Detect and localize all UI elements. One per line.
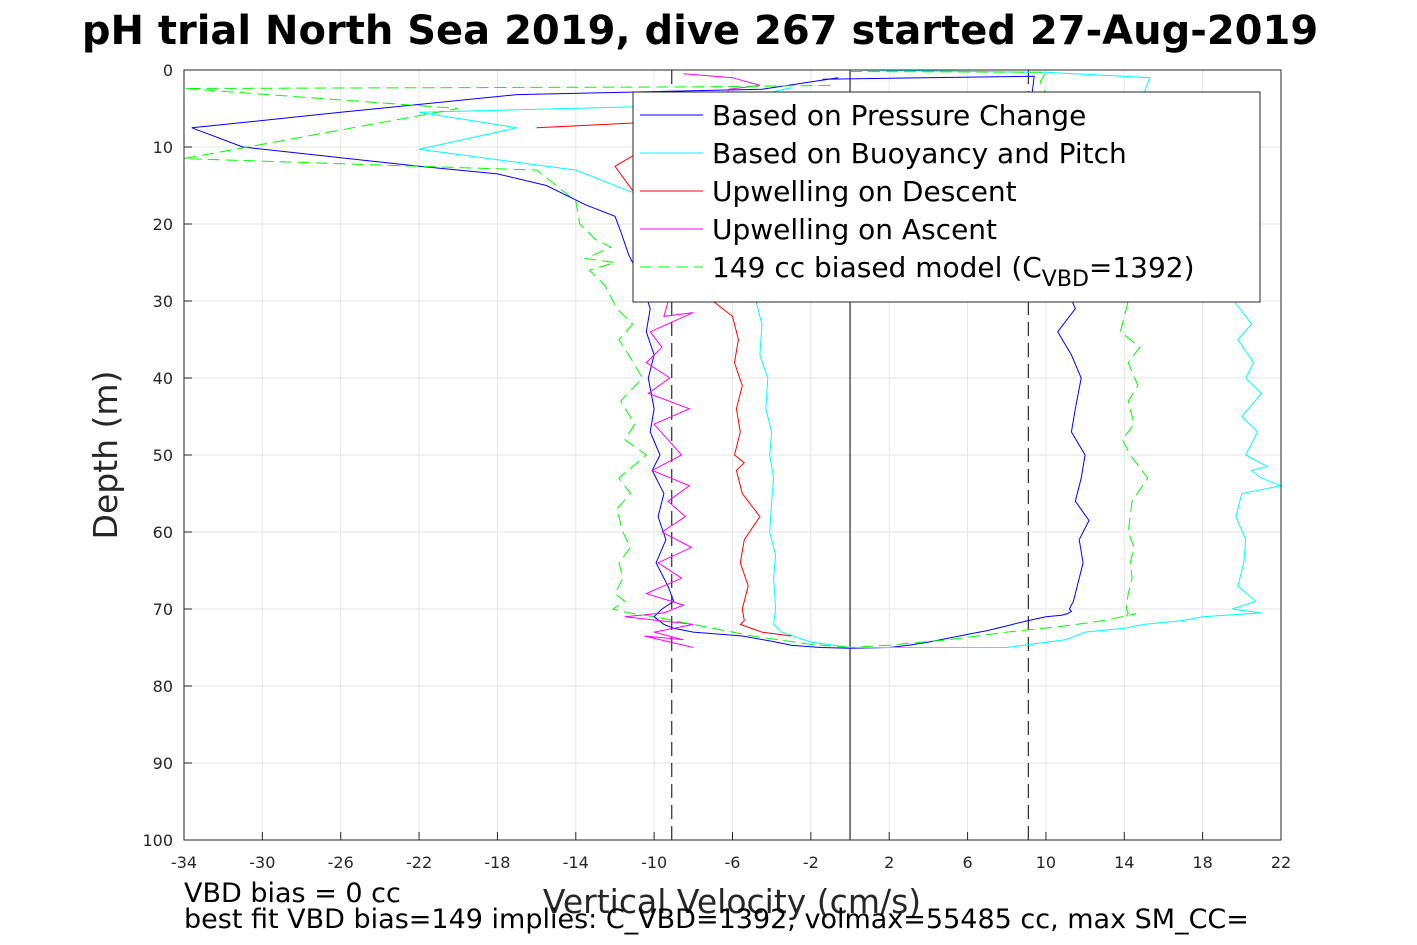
y-tick-label: 80	[153, 677, 173, 696]
legend-box	[632, 91, 1261, 303]
x-tick-label: 6	[962, 853, 972, 872]
legend-label-0: Based on Pressure Change	[712, 99, 1086, 132]
x-tick-label: 14	[1114, 853, 1134, 872]
legend-label-3: Upwelling on Ascent	[712, 213, 997, 246]
x-tick-label: 10	[1036, 853, 1056, 872]
x-tick-label: -30	[249, 853, 275, 872]
x-tick-label: 22	[1271, 853, 1291, 872]
footer-vbd-bias: VBD bias = 0 cc	[184, 878, 401, 909]
y-tick-label: 30	[153, 292, 173, 311]
series-line-0	[191, 77, 851, 649]
y-tick-label: 90	[153, 754, 173, 773]
legend-label-4: 149 cc biased model (CVBD=1392)	[712, 251, 1195, 292]
y-axis-label: Depth (m)	[86, 371, 125, 540]
x-tick-label: 18	[1192, 853, 1212, 872]
y-tick-label: 10	[153, 138, 173, 157]
legend-label-1: Based on Buoyancy and Pitch	[712, 137, 1127, 170]
y-tick-label: 20	[153, 215, 173, 234]
series-line-2	[418, 87, 851, 648]
y-tick-label: 40	[153, 369, 173, 388]
series-line-6	[183, 84, 851, 648]
x-axis-label: Vertical Velocity (cm/s)	[543, 882, 921, 921]
chart-title: pH trial North Sea 2019, dive 267 starte…	[82, 8, 1318, 54]
y-tick-label: 60	[153, 523, 173, 542]
x-tick-label: -6	[725, 853, 741, 872]
y-tick-label: 50	[153, 446, 173, 465]
y-axis-ticks: 0 10 20 30 40 50 60 70 80 90 100	[142, 61, 192, 850]
x-tick-label: -26	[328, 853, 354, 872]
series-line-4	[536, 119, 792, 637]
series-line-5	[624, 73, 761, 648]
x-tick-label: -10	[641, 853, 667, 872]
y-tick-label: 70	[153, 600, 173, 619]
x-tick-label: -2	[803, 853, 819, 872]
data-series	[183, 69, 1283, 649]
y-tick-label: 100	[142, 831, 173, 850]
x-tick-label: -22	[406, 853, 432, 872]
footer-best-fit: best fit VBD bias=149 implies: C_VBD=139…	[184, 904, 1249, 935]
x-axis-ticks: -34 -30 -26 -22 -18 -14 -10 -6 -2 2 6 10 14 18 22	[171, 832, 1291, 872]
x-tick-label: -18	[484, 853, 510, 872]
series-line-7	[849, 71, 1149, 648]
x-tick-label: -34	[171, 853, 197, 872]
legend-label-2: Upwelling on Descent	[712, 175, 1017, 208]
y-tick-label: 0	[163, 61, 173, 80]
x-tick-label: 2	[884, 853, 894, 872]
x-tick-label: -14	[563, 853, 589, 872]
legend: Based on Pressure Change Based on Buoyanc…	[632, 91, 1261, 303]
